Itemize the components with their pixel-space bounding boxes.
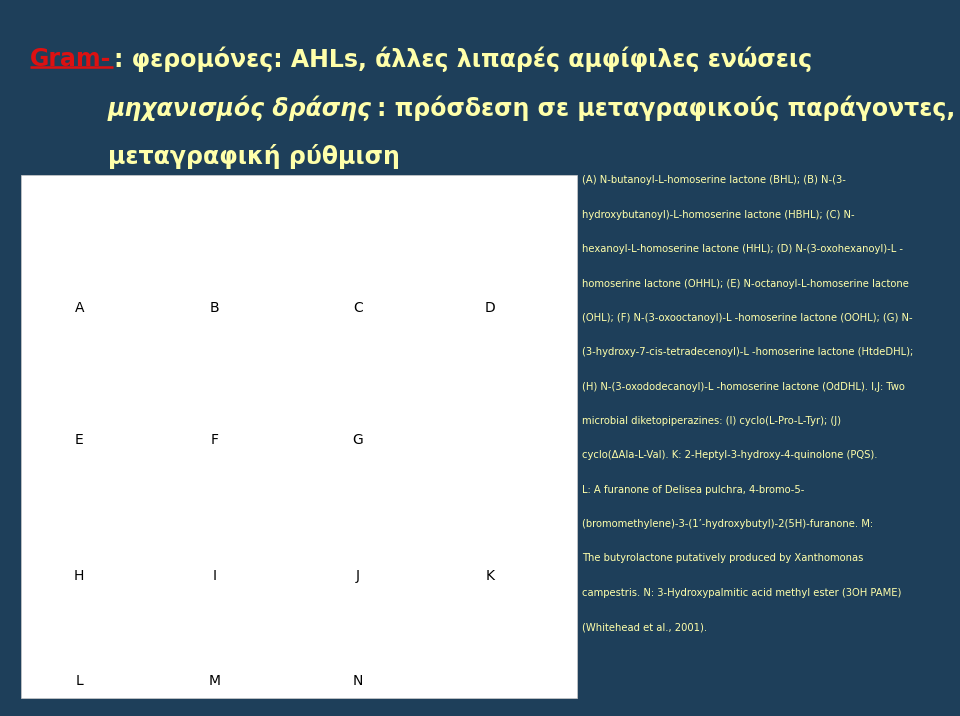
Text: M: M — [209, 674, 221, 689]
Text: μεταγραφική ρύθμιση: μεταγραφική ρύθμιση — [108, 144, 399, 169]
Text: K: K — [486, 569, 494, 584]
Text: D: D — [485, 301, 495, 315]
Text: H: H — [74, 569, 84, 584]
Text: L: L — [75, 674, 83, 689]
Text: Gram-: Gram- — [30, 47, 111, 71]
Text: N: N — [353, 674, 363, 689]
Text: G: G — [352, 433, 364, 448]
Text: I: I — [213, 569, 217, 584]
Text: (3-hydroxy-7-cis-tetradecenoyl)-L -homoserine lactone (HtdeDHL);: (3-hydroxy-7-cis-tetradecenoyl)-L -homos… — [582, 347, 913, 357]
Text: C: C — [353, 301, 363, 315]
Text: (A) N-butanoyl-L-homoserine lactone (BHL); (B) N-(3-: (A) N-butanoyl-L-homoserine lactone (BHL… — [582, 175, 846, 185]
Text: A: A — [75, 301, 84, 315]
Text: (bromomethylene)-3-(1’-hydroxybutyl)-2(5H)-furanone. M:: (bromomethylene)-3-(1’-hydroxybutyl)-2(5… — [582, 519, 873, 529]
Text: hydroxybutanoyl)-L-homoserine lactone (HBHL); (C) N-: hydroxybutanoyl)-L-homoserine lactone (H… — [582, 210, 854, 220]
Text: : πρόσδεση σε μεταγραφικούς παράγοντες,: : πρόσδεση σε μεταγραφικούς παράγοντες, — [377, 95, 955, 121]
Text: The butyrolactone putatively produced by Xanthomonas: The butyrolactone putatively produced by… — [582, 553, 863, 563]
Text: (Whitehead et al., 2001).: (Whitehead et al., 2001). — [582, 622, 708, 632]
Text: (H) N-(3-oxododecanoyl)-L -homoserine lactone (OdDHL). I,J: Two: (H) N-(3-oxododecanoyl)-L -homoserine la… — [582, 382, 905, 392]
Text: : φερομόνες: AHLs, άλλες λιπαρές αμφίφιλες ενώσεις: : φερομόνες: AHLs, άλλες λιπαρές αμφίφιλ… — [114, 47, 812, 72]
Text: E: E — [75, 433, 84, 448]
Text: L: A furanone of Delisea pulchra, 4-bromo-5-: L: A furanone of Delisea pulchra, 4-brom… — [582, 485, 804, 495]
FancyBboxPatch shape — [21, 175, 577, 698]
Text: homoserine lactone (OHHL); (E) N-octanoyl-L-homoserine lactone: homoserine lactone (OHHL); (E) N-octanoy… — [582, 279, 909, 289]
Text: F: F — [211, 433, 219, 448]
Text: J: J — [356, 569, 360, 584]
Text: B: B — [210, 301, 220, 315]
Text: cyclo(ΔAla-L-Val). K: 2-Heptyl-3-hydroxy-4-quinolone (PQS).: cyclo(ΔAla-L-Val). K: 2-Heptyl-3-hydroxy… — [582, 450, 877, 460]
Text: (OHL); (F) N-(3-oxooctanoyl)-L -homoserine lactone (OOHL); (G) N-: (OHL); (F) N-(3-oxooctanoyl)-L -homoseri… — [582, 313, 913, 323]
Text: microbial diketopiperazines: (I) cyclo(L-Pro-L-Tyr); (J): microbial diketopiperazines: (I) cyclo(L… — [582, 416, 841, 426]
Text: campestris. N: 3-Hydroxypalmitic acid methyl ester (3OH PAME): campestris. N: 3-Hydroxypalmitic acid me… — [582, 588, 901, 598]
Text: hexanoyl-L-homoserine lactone (HHL); (D) N-(3-oxohexanoyl)-L -: hexanoyl-L-homoserine lactone (HHL); (D)… — [582, 244, 903, 254]
Text: μηχανισμός δράσης: μηχανισμός δράσης — [108, 95, 372, 121]
